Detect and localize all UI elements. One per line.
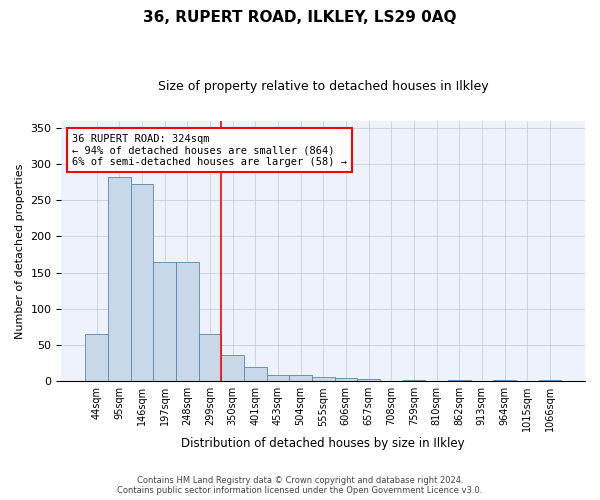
Text: Contains HM Land Registry data © Crown copyright and database right 2024.
Contai: Contains HM Land Registry data © Crown c…: [118, 476, 482, 495]
Bar: [153, 262, 176, 381]
Bar: [108, 177, 131, 381]
Bar: [221, 355, 244, 381]
Bar: [289, 374, 312, 381]
Bar: [403, 380, 425, 381]
Bar: [131, 184, 153, 381]
Bar: [266, 376, 289, 381]
Bar: [312, 377, 335, 381]
Bar: [493, 380, 516, 381]
Bar: [244, 368, 266, 381]
Bar: [199, 334, 221, 381]
Bar: [176, 262, 199, 381]
Y-axis label: Number of detached properties: Number of detached properties: [15, 163, 25, 338]
Bar: [357, 379, 380, 381]
Bar: [448, 380, 470, 381]
Text: 36, RUPERT ROAD, ILKLEY, LS29 0AQ: 36, RUPERT ROAD, ILKLEY, LS29 0AQ: [143, 10, 457, 25]
Text: 36 RUPERT ROAD: 324sqm
← 94% of detached houses are smaller (864)
6% of semi-det: 36 RUPERT ROAD: 324sqm ← 94% of detached…: [72, 134, 347, 167]
Bar: [539, 380, 561, 381]
Bar: [85, 334, 108, 381]
X-axis label: Distribution of detached houses by size in Ilkley: Distribution of detached houses by size …: [181, 437, 465, 450]
Title: Size of property relative to detached houses in Ilkley: Size of property relative to detached ho…: [158, 80, 488, 93]
Bar: [335, 378, 357, 381]
